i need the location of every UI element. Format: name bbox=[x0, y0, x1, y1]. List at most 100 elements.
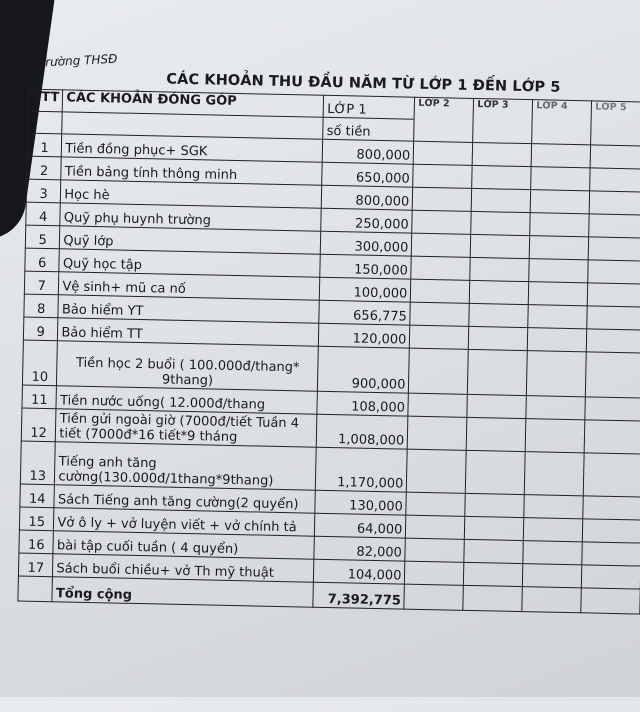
row-amount-lop4 bbox=[526, 350, 587, 397]
header-lop3: LỚP 3 bbox=[473, 98, 533, 144]
row-number: 7 bbox=[24, 271, 60, 295]
row-amount-lop2 bbox=[408, 348, 469, 395]
row-amount-lop3 bbox=[469, 303, 529, 328]
row-description: Tiền học 2 buổi ( 100.000đ/thang* 9thang… bbox=[56, 340, 319, 392]
row-amount-lop1: 800,000 bbox=[322, 139, 415, 165]
row-number: 1 bbox=[27, 133, 63, 157]
row-amount-lop4 bbox=[530, 212, 590, 237]
row-amount-lop4 bbox=[523, 540, 583, 565]
row-number: 10 bbox=[22, 340, 58, 386]
row-amount-lop5 bbox=[589, 190, 640, 216]
row-number: 14 bbox=[19, 484, 55, 508]
row-number: 17 bbox=[18, 553, 54, 577]
row-amount-lop5 bbox=[587, 282, 640, 308]
row-amount-lop3 bbox=[471, 188, 532, 213]
row-number: 8 bbox=[23, 294, 59, 318]
row-amount-lop3 bbox=[466, 417, 527, 452]
row-amount-lop2 bbox=[410, 279, 471, 304]
row-amount-lop2 bbox=[411, 233, 472, 258]
row-amount-lop3 bbox=[464, 516, 525, 541]
row-number: 11 bbox=[21, 385, 57, 409]
row-amount-lop5 bbox=[586, 328, 640, 354]
row-amount-lop2 bbox=[407, 416, 468, 451]
row-amount-lop5 bbox=[585, 351, 640, 399]
row-amount-lop4 bbox=[524, 451, 585, 496]
row-number: 12 bbox=[21, 408, 57, 442]
row-amount-lop2 bbox=[405, 515, 466, 540]
row-amount-lop1: 1,008,000 bbox=[316, 414, 409, 450]
row-amount-lop5 bbox=[581, 564, 640, 590]
row-amount-lop5 bbox=[587, 305, 640, 331]
row-amount-lop3 bbox=[468, 326, 529, 351]
row-amount-lop1: 800,000 bbox=[321, 185, 414, 211]
row-amount-lop5 bbox=[584, 419, 640, 455]
row-amount-lop1: 1,170,000 bbox=[315, 447, 408, 493]
row-amount-lop2 bbox=[409, 325, 470, 350]
row-amount-lop1: 64,000 bbox=[314, 513, 407, 539]
row-amount-lop4 bbox=[528, 304, 588, 329]
row-amount-lop1: 150,000 bbox=[320, 254, 412, 280]
header-lop2: LỚP 2 bbox=[414, 97, 474, 143]
row-amount-lop2 bbox=[413, 141, 474, 166]
row-amount-lop1: 300,000 bbox=[320, 231, 413, 257]
row-number: 5 bbox=[25, 225, 61, 249]
row-amount-lop1: 130,000 bbox=[315, 490, 407, 516]
row-number: 4 bbox=[25, 202, 61, 226]
row-amount-lop1: 100,000 bbox=[319, 277, 412, 303]
row-number: 6 bbox=[24, 248, 60, 272]
header-lop1: LỚP 1 bbox=[323, 95, 415, 120]
row-number: 13 bbox=[20, 441, 56, 485]
header-lop4: LỚP 4 bbox=[532, 99, 592, 145]
row-amount-lop1: 108,000 bbox=[317, 391, 409, 417]
row-amount-lop3 bbox=[471, 211, 531, 236]
row-amount-lop3 bbox=[470, 234, 531, 259]
row-amount-lop2 bbox=[406, 449, 467, 494]
row-amount-lop1: 104,000 bbox=[313, 559, 406, 585]
row-amount-lop1: 82,000 bbox=[314, 536, 406, 562]
row-amount-lop3 bbox=[464, 539, 524, 564]
row-amount-lop2 bbox=[412, 187, 473, 212]
row-amount-lop1: 250,000 bbox=[321, 208, 413, 234]
row-amount-lop5 bbox=[590, 144, 640, 170]
row-amount-lop3 bbox=[467, 349, 528, 396]
row-amount-lop5 bbox=[588, 236, 640, 262]
row-amount-lop2 bbox=[410, 302, 470, 327]
row-amount-lop4 bbox=[523, 517, 584, 542]
row-amount-lop5 bbox=[590, 167, 640, 193]
row-amount-lop3 bbox=[470, 257, 530, 282]
row-amount-lop4 bbox=[524, 494, 584, 519]
school-name: Trường THSĐ bbox=[38, 51, 118, 70]
row-amount-lop3 bbox=[472, 165, 532, 190]
row-amount-lop1: 900,000 bbox=[317, 346, 410, 394]
row-amount-lop3 bbox=[472, 142, 533, 167]
row-amount-lop4 bbox=[526, 395, 586, 420]
row-amount-lop4 bbox=[528, 281, 589, 306]
row-number: 15 bbox=[19, 507, 55, 531]
row-amount-lop4 bbox=[531, 166, 591, 191]
row-amount-lop2 bbox=[412, 210, 472, 235]
row-amount-lop5 bbox=[585, 396, 640, 422]
row-amount-lop2 bbox=[404, 561, 465, 586]
row-amount-lop3 bbox=[463, 562, 524, 587]
row-amount-lop1: 120,000 bbox=[318, 323, 411, 349]
row-amount-lop3 bbox=[465, 450, 526, 495]
total-label: Tổng cộng bbox=[52, 576, 314, 608]
row-amount-lop5 bbox=[583, 452, 640, 498]
row-amount-lop4 bbox=[529, 258, 589, 283]
row-number: 9 bbox=[23, 317, 59, 341]
row-amount-lop2 bbox=[408, 393, 468, 418]
row-amount-lop5 bbox=[589, 213, 640, 239]
header-lop5: LỚP 5 bbox=[591, 100, 640, 147]
row-amount-lop5 bbox=[588, 259, 640, 285]
row-number: 16 bbox=[18, 530, 54, 554]
row-amount-lop5 bbox=[582, 518, 640, 544]
row-amount-lop4 bbox=[522, 563, 583, 588]
row-amount-lop5 bbox=[582, 541, 640, 567]
row-amount-lop2 bbox=[411, 256, 471, 281]
row-amount-lop3 bbox=[469, 280, 530, 305]
header-stt: STT bbox=[28, 89, 64, 112]
fees-table: STT CÁC KHOẢN ĐÓNG GÓP LỚP 1 LỚP 2 LỚP 3… bbox=[17, 89, 640, 615]
row-amount-lop4 bbox=[527, 327, 588, 352]
row-amount-lop1: 656,775 bbox=[319, 300, 411, 326]
row-amount-lop2 bbox=[413, 164, 473, 189]
